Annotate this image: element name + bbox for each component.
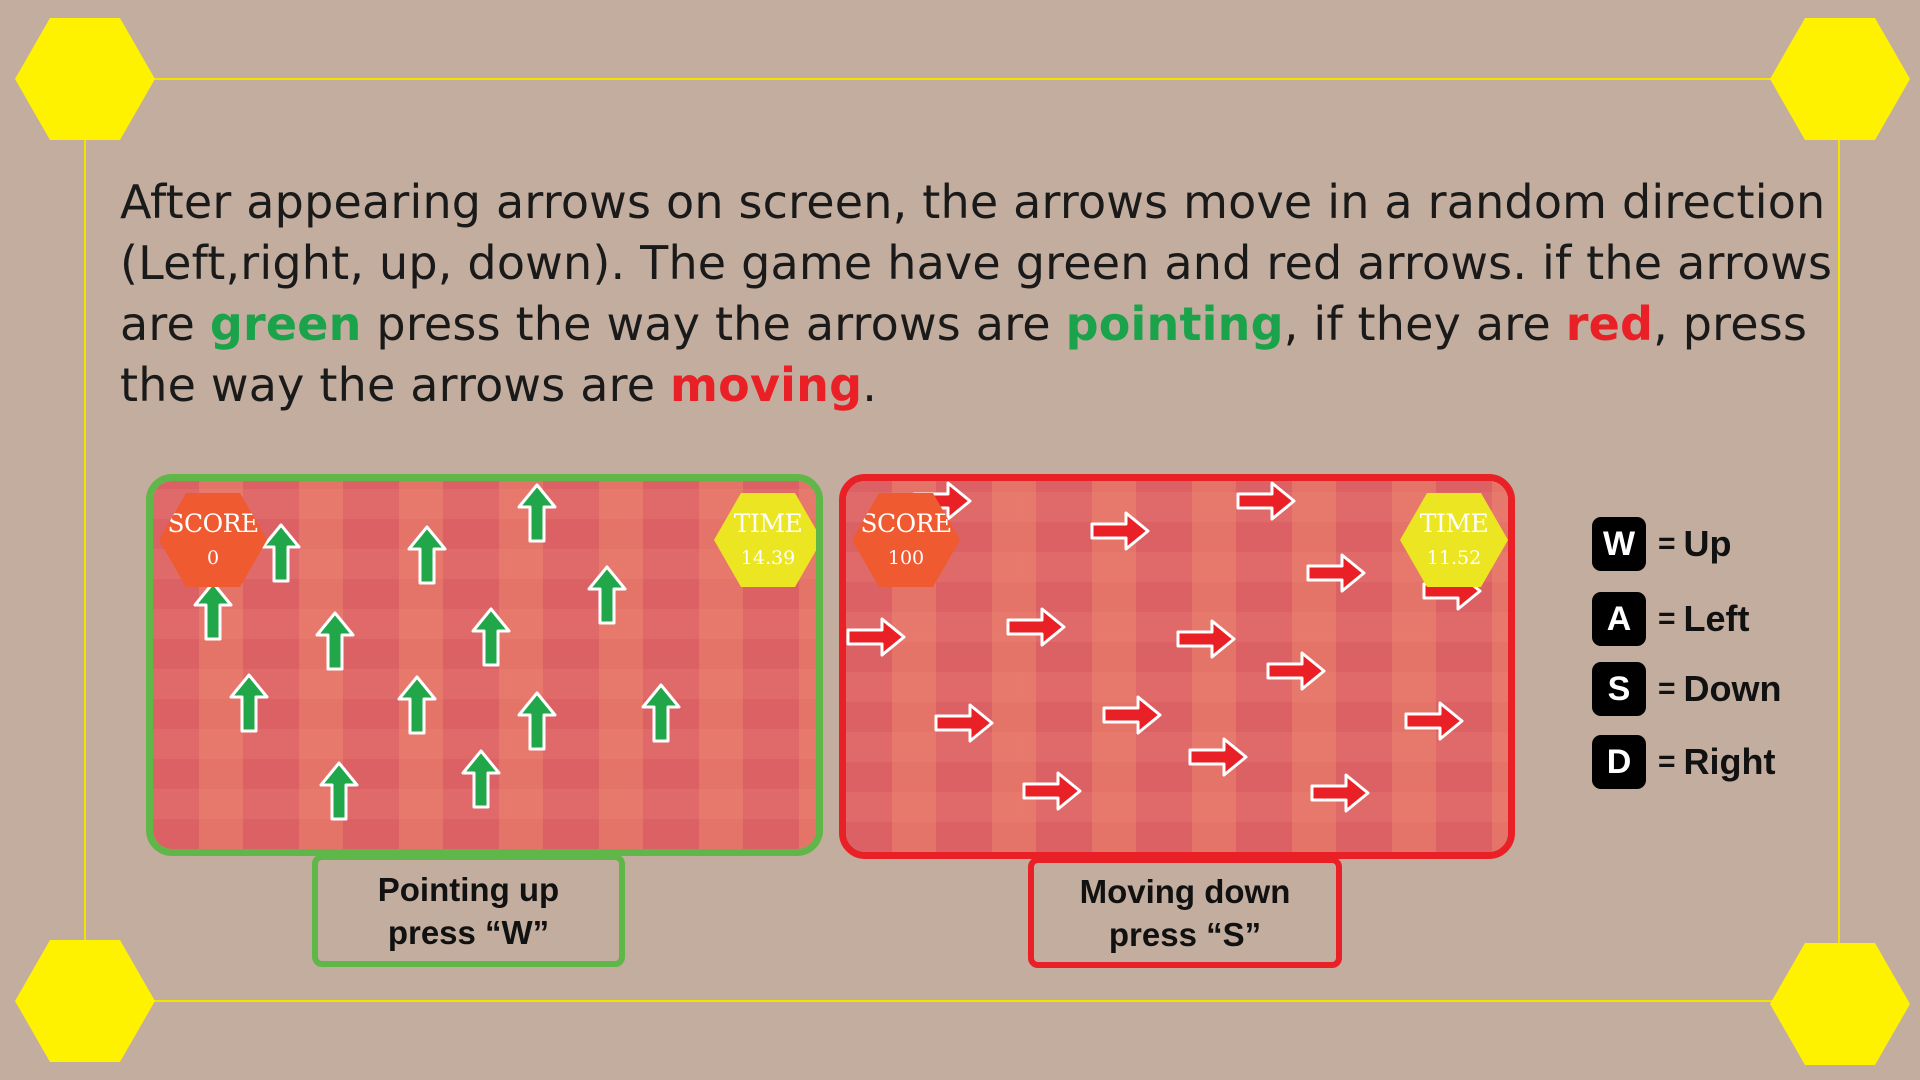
right-arrow-icon — [1310, 773, 1370, 817]
time-value: 14.39 — [740, 547, 796, 569]
right-arrow-icon — [1266, 651, 1326, 695]
right-arrow-icon — [1306, 553, 1366, 597]
instructions-part-4: , press the way the arrows are — [120, 297, 1808, 412]
frame-left-line — [84, 78, 86, 1002]
corner-hexagon-bottom-right — [1770, 943, 1910, 1065]
legend-action-down: Down — [1683, 668, 1782, 709]
up-arrow-icon — [517, 483, 557, 547]
corner-hexagon-top-left — [15, 18, 155, 140]
time-hexagon: TIME 14.39 — [714, 493, 816, 587]
instructions-part-3: , if they are — [1283, 297, 1566, 351]
game-background — [846, 481, 1508, 852]
right-arrow-icon — [1102, 695, 1162, 739]
right-arrow-icon — [846, 617, 906, 661]
right-arrow-icon — [1404, 701, 1464, 745]
up-arrow-icon — [261, 523, 301, 587]
legend-row-s: S = Down — [1592, 662, 1782, 716]
legend-row-w: W = Up — [1592, 517, 1732, 571]
instructions-pointing-word: pointing — [1065, 297, 1284, 351]
corner-hexagon-top-right — [1770, 18, 1910, 140]
instructions-moving-word: moving — [670, 358, 863, 412]
instructions-red-word: red — [1565, 297, 1654, 351]
time-value: 11.52 — [1426, 547, 1482, 569]
right-arrow-icon — [1236, 481, 1296, 525]
instructions-green-word: green — [209, 297, 362, 351]
caption-line-1: Moving down — [1079, 872, 1291, 910]
right-arrow-icon — [1022, 771, 1082, 815]
instructions-part-2: press the way the arrows are — [361, 297, 1066, 351]
right-arrow-icon — [934, 703, 994, 747]
score-hexagon: SCORE 100 — [852, 493, 960, 587]
time-label: TIME — [1419, 509, 1489, 538]
up-arrow-icon — [397, 675, 437, 739]
up-arrow-icon — [407, 525, 447, 589]
caption-line-2: press “S” — [1108, 915, 1262, 953]
instructions-part-5: . — [862, 358, 878, 412]
score-label: SCORE — [860, 509, 952, 538]
legend-row-a: A = Left — [1592, 592, 1750, 646]
red-example-screenshot: SCORE 100 TIME 11.52 — [839, 474, 1515, 859]
score-label: SCORE — [167, 509, 259, 538]
instructions-part-1: After appearing arrows on screen, the ar… — [120, 175, 1833, 351]
corner-hexagon-bottom-left — [15, 940, 155, 1062]
frame-bottom-line — [90, 1000, 1830, 1002]
frame-right-line — [1838, 78, 1840, 1002]
instructions-text: After appearing arrows on screen, the ar… — [120, 172, 1840, 416]
legend-action-left: Left — [1683, 598, 1750, 639]
legend-equals: = — [1658, 602, 1676, 635]
right-arrow-icon — [1176, 619, 1236, 663]
score-value: 100 — [887, 547, 925, 569]
legend-equals: = — [1658, 745, 1676, 778]
score-value: 0 — [206, 547, 220, 569]
legend-action-right: Right — [1683, 741, 1776, 782]
up-arrow-icon — [229, 673, 269, 737]
time-label: TIME — [733, 509, 803, 538]
legend-action-up: Up — [1683, 523, 1732, 564]
up-arrow-icon — [315, 611, 355, 675]
caption-line-1: Pointing up — [377, 870, 560, 908]
up-arrow-icon — [471, 607, 511, 671]
up-arrow-icon — [461, 749, 501, 813]
right-arrow-icon — [1006, 607, 1066, 651]
caption-line-2: press “W” — [387, 913, 550, 951]
red-example-caption: Moving down press “S” — [1028, 857, 1342, 968]
s-key-icon: S — [1592, 662, 1646, 716]
d-key-icon: D — [1592, 735, 1646, 789]
legend-row-d: D = Right — [1592, 735, 1776, 789]
right-arrow-icon — [1188, 737, 1248, 781]
up-arrow-icon — [587, 565, 627, 629]
up-arrow-icon — [641, 683, 681, 747]
right-arrow-icon — [1090, 511, 1150, 555]
up-arrow-icon — [517, 691, 557, 755]
legend-equals: = — [1658, 672, 1676, 705]
up-arrow-icon — [193, 581, 233, 645]
green-example-screenshot: SCORE 0 TIME 14.39 — [146, 474, 823, 856]
up-arrow-icon — [319, 761, 359, 825]
frame-top-line — [90, 78, 1830, 80]
a-key-icon: A — [1592, 592, 1646, 646]
green-example-caption: Pointing up press “W” — [312, 854, 625, 967]
legend-equals: = — [1658, 527, 1676, 560]
w-key-icon: W — [1592, 517, 1646, 571]
